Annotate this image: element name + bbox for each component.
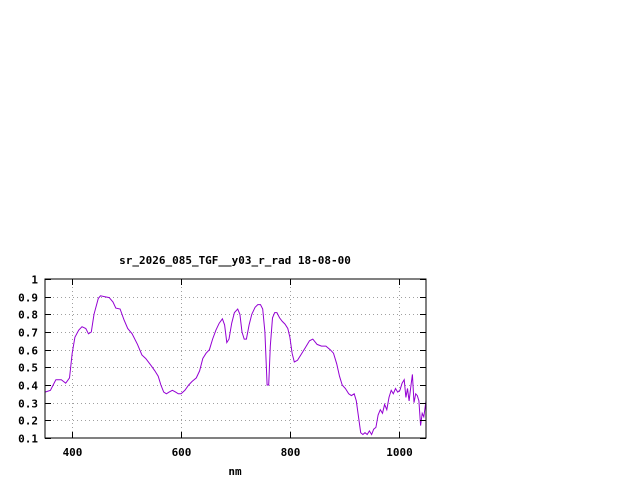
y-tick-label: 1: [31, 274, 38, 287]
y-tick-label: 0.6: [18, 345, 38, 358]
y-tick-label: 0.2: [18, 415, 38, 428]
series-layer: [44, 295, 427, 436]
x-tick-label: 800: [281, 446, 301, 459]
x-tick-label: 400: [63, 446, 83, 459]
x-axis-label: nm: [228, 465, 242, 478]
x-tick-label: 1000: [386, 446, 413, 459]
x-tick-labels: 400 600 800 1000: [63, 446, 413, 459]
chart-title: sr_2026_085_TGF__y03_r_rad 18-08-00: [119, 254, 351, 267]
y-tick-label: 0.4: [18, 380, 38, 393]
y-tick-labels: 0.1 0.2 0.3 0.4 0.5 0.6 0.7 0.8 0.9 1: [18, 274, 38, 446]
y-tick-label: 0.7: [18, 327, 38, 340]
series-line: [44, 295, 427, 436]
y-tick-label: 0.3: [18, 398, 38, 411]
y-tick-label: 0.1: [18, 433, 38, 446]
axis-ticks: [45, 279, 426, 439]
grid-lines: [45, 279, 426, 438]
y-tick-label: 0.8: [18, 309, 38, 322]
y-tick-label: 0.5: [18, 362, 38, 375]
plot-frame: [44, 278, 427, 439]
y-tick-label: 0.9: [18, 292, 38, 305]
x-tick-label: 600: [172, 446, 192, 459]
